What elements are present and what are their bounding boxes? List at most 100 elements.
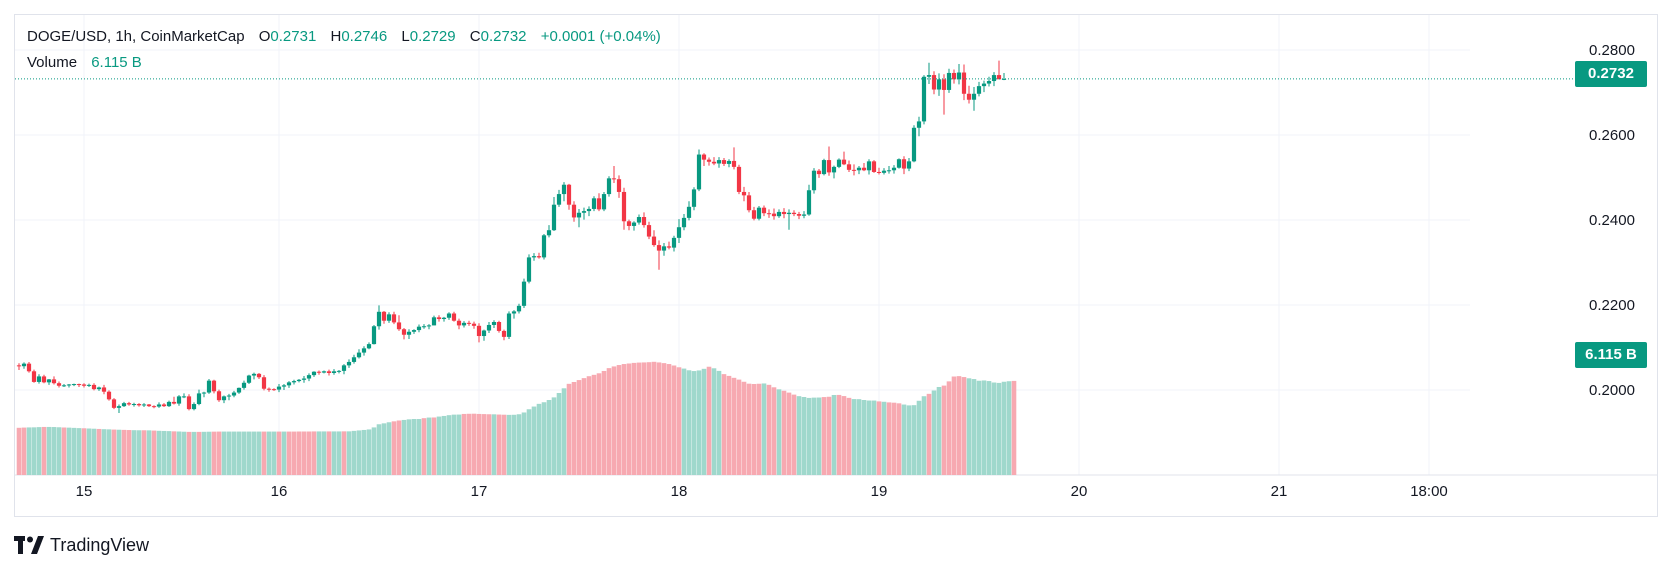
candle-body — [736, 166, 742, 192]
volume-bar — [876, 401, 882, 475]
candle-body — [141, 404, 147, 406]
volume-bar — [321, 431, 327, 475]
volume-bar — [711, 368, 717, 475]
candle-body — [21, 363, 27, 367]
candle-body — [711, 161, 717, 164]
candle-body — [986, 81, 992, 84]
price-tick-label: 0.2600 — [1589, 127, 1635, 144]
volume-bar — [676, 367, 682, 475]
open-value: 0.2731 — [270, 28, 317, 45]
volume-bar — [111, 429, 117, 475]
volume-bar — [261, 431, 267, 475]
volume-bar — [141, 430, 147, 475]
volume-label[interactable]: Volume — [27, 54, 78, 71]
volume-bar — [751, 383, 757, 475]
volume-bar — [171, 431, 177, 475]
volume-bar — [926, 393, 932, 475]
candle-body — [441, 317, 447, 320]
volume-bar — [271, 431, 277, 475]
volume-bar — [631, 362, 637, 475]
volume-bar — [451, 414, 457, 475]
volume-bar — [411, 419, 417, 475]
candle-body — [116, 406, 122, 408]
candle-body — [156, 404, 162, 407]
volume-bar — [291, 431, 297, 475]
candle-body — [596, 198, 602, 210]
open-label: O — [258, 28, 271, 45]
volume-bar — [41, 426, 47, 475]
candle-body — [391, 314, 397, 323]
volume-bar — [31, 427, 37, 475]
volume-bar — [456, 414, 462, 475]
candle-body — [541, 235, 547, 258]
volume-bar — [296, 431, 302, 475]
volume-bar — [626, 363, 632, 475]
candle-body — [876, 171, 882, 173]
candle-body — [16, 365, 22, 367]
volume-bar — [866, 400, 872, 475]
volume-bar — [201, 431, 207, 475]
candle-body — [376, 311, 382, 327]
candle-body — [411, 330, 417, 332]
volume-bar — [36, 427, 42, 475]
volume-bar — [371, 427, 377, 475]
candle-body — [526, 257, 532, 282]
candle-body — [791, 212, 797, 215]
volume-bar — [836, 394, 842, 475]
volume-bar — [351, 430, 357, 475]
tradingview-brand[interactable]: TradingView — [14, 533, 149, 557]
volume-bar — [571, 381, 577, 475]
chart-frame — [14, 14, 1658, 517]
candle-body — [131, 404, 137, 406]
candle-body — [641, 217, 647, 226]
volume-bar — [496, 414, 502, 475]
candle-body — [41, 376, 47, 383]
volume-bar — [341, 431, 347, 475]
volume-bar — [921, 396, 927, 475]
candle-body — [246, 375, 252, 383]
volume-bar — [421, 418, 427, 475]
symbol-label[interactable]: DOGE/USD, 1h, CoinMarketCap — [27, 28, 245, 45]
candle-body — [926, 75, 932, 77]
candle-body — [366, 344, 372, 349]
volume-bar — [366, 429, 372, 475]
candle-body — [351, 357, 357, 362]
candle-body — [611, 178, 617, 180]
volume-bar — [716, 370, 722, 475]
volume-bar — [406, 419, 412, 475]
volume-bar — [221, 431, 227, 475]
volume-bar — [361, 429, 367, 475]
candle-body — [851, 169, 857, 171]
brand-name: TradingView — [50, 534, 150, 555]
volume-bar — [71, 427, 77, 475]
candle-body — [61, 385, 67, 387]
candle-body — [661, 246, 667, 251]
volume-bar — [691, 371, 697, 475]
candle-body — [616, 179, 622, 192]
volume-bar — [811, 397, 817, 475]
volume-bar — [651, 361, 657, 475]
volume-bar — [246, 431, 252, 475]
candle-body — [626, 221, 632, 226]
low-value: 0.2729 — [409, 28, 456, 45]
candle-body — [446, 313, 452, 318]
volume-bar — [506, 414, 512, 475]
candle-body — [71, 384, 77, 386]
volume-bar — [126, 430, 132, 475]
volume-bar — [966, 378, 972, 475]
candle-body — [576, 212, 582, 218]
candle-body — [401, 329, 407, 335]
candle-body — [731, 160, 737, 167]
time-tick-label: 19 — [871, 483, 888, 500]
volume-bar — [646, 362, 652, 475]
volume-bar — [956, 376, 962, 475]
volume-bar — [176, 431, 182, 475]
candle-body — [871, 161, 877, 172]
volume-bar — [666, 364, 672, 475]
candle-body — [56, 383, 62, 386]
candle-body — [706, 159, 712, 162]
price-tick-label: 0.2000 — [1589, 382, 1635, 399]
volume-bar — [256, 431, 262, 475]
candle-body — [111, 399, 117, 408]
